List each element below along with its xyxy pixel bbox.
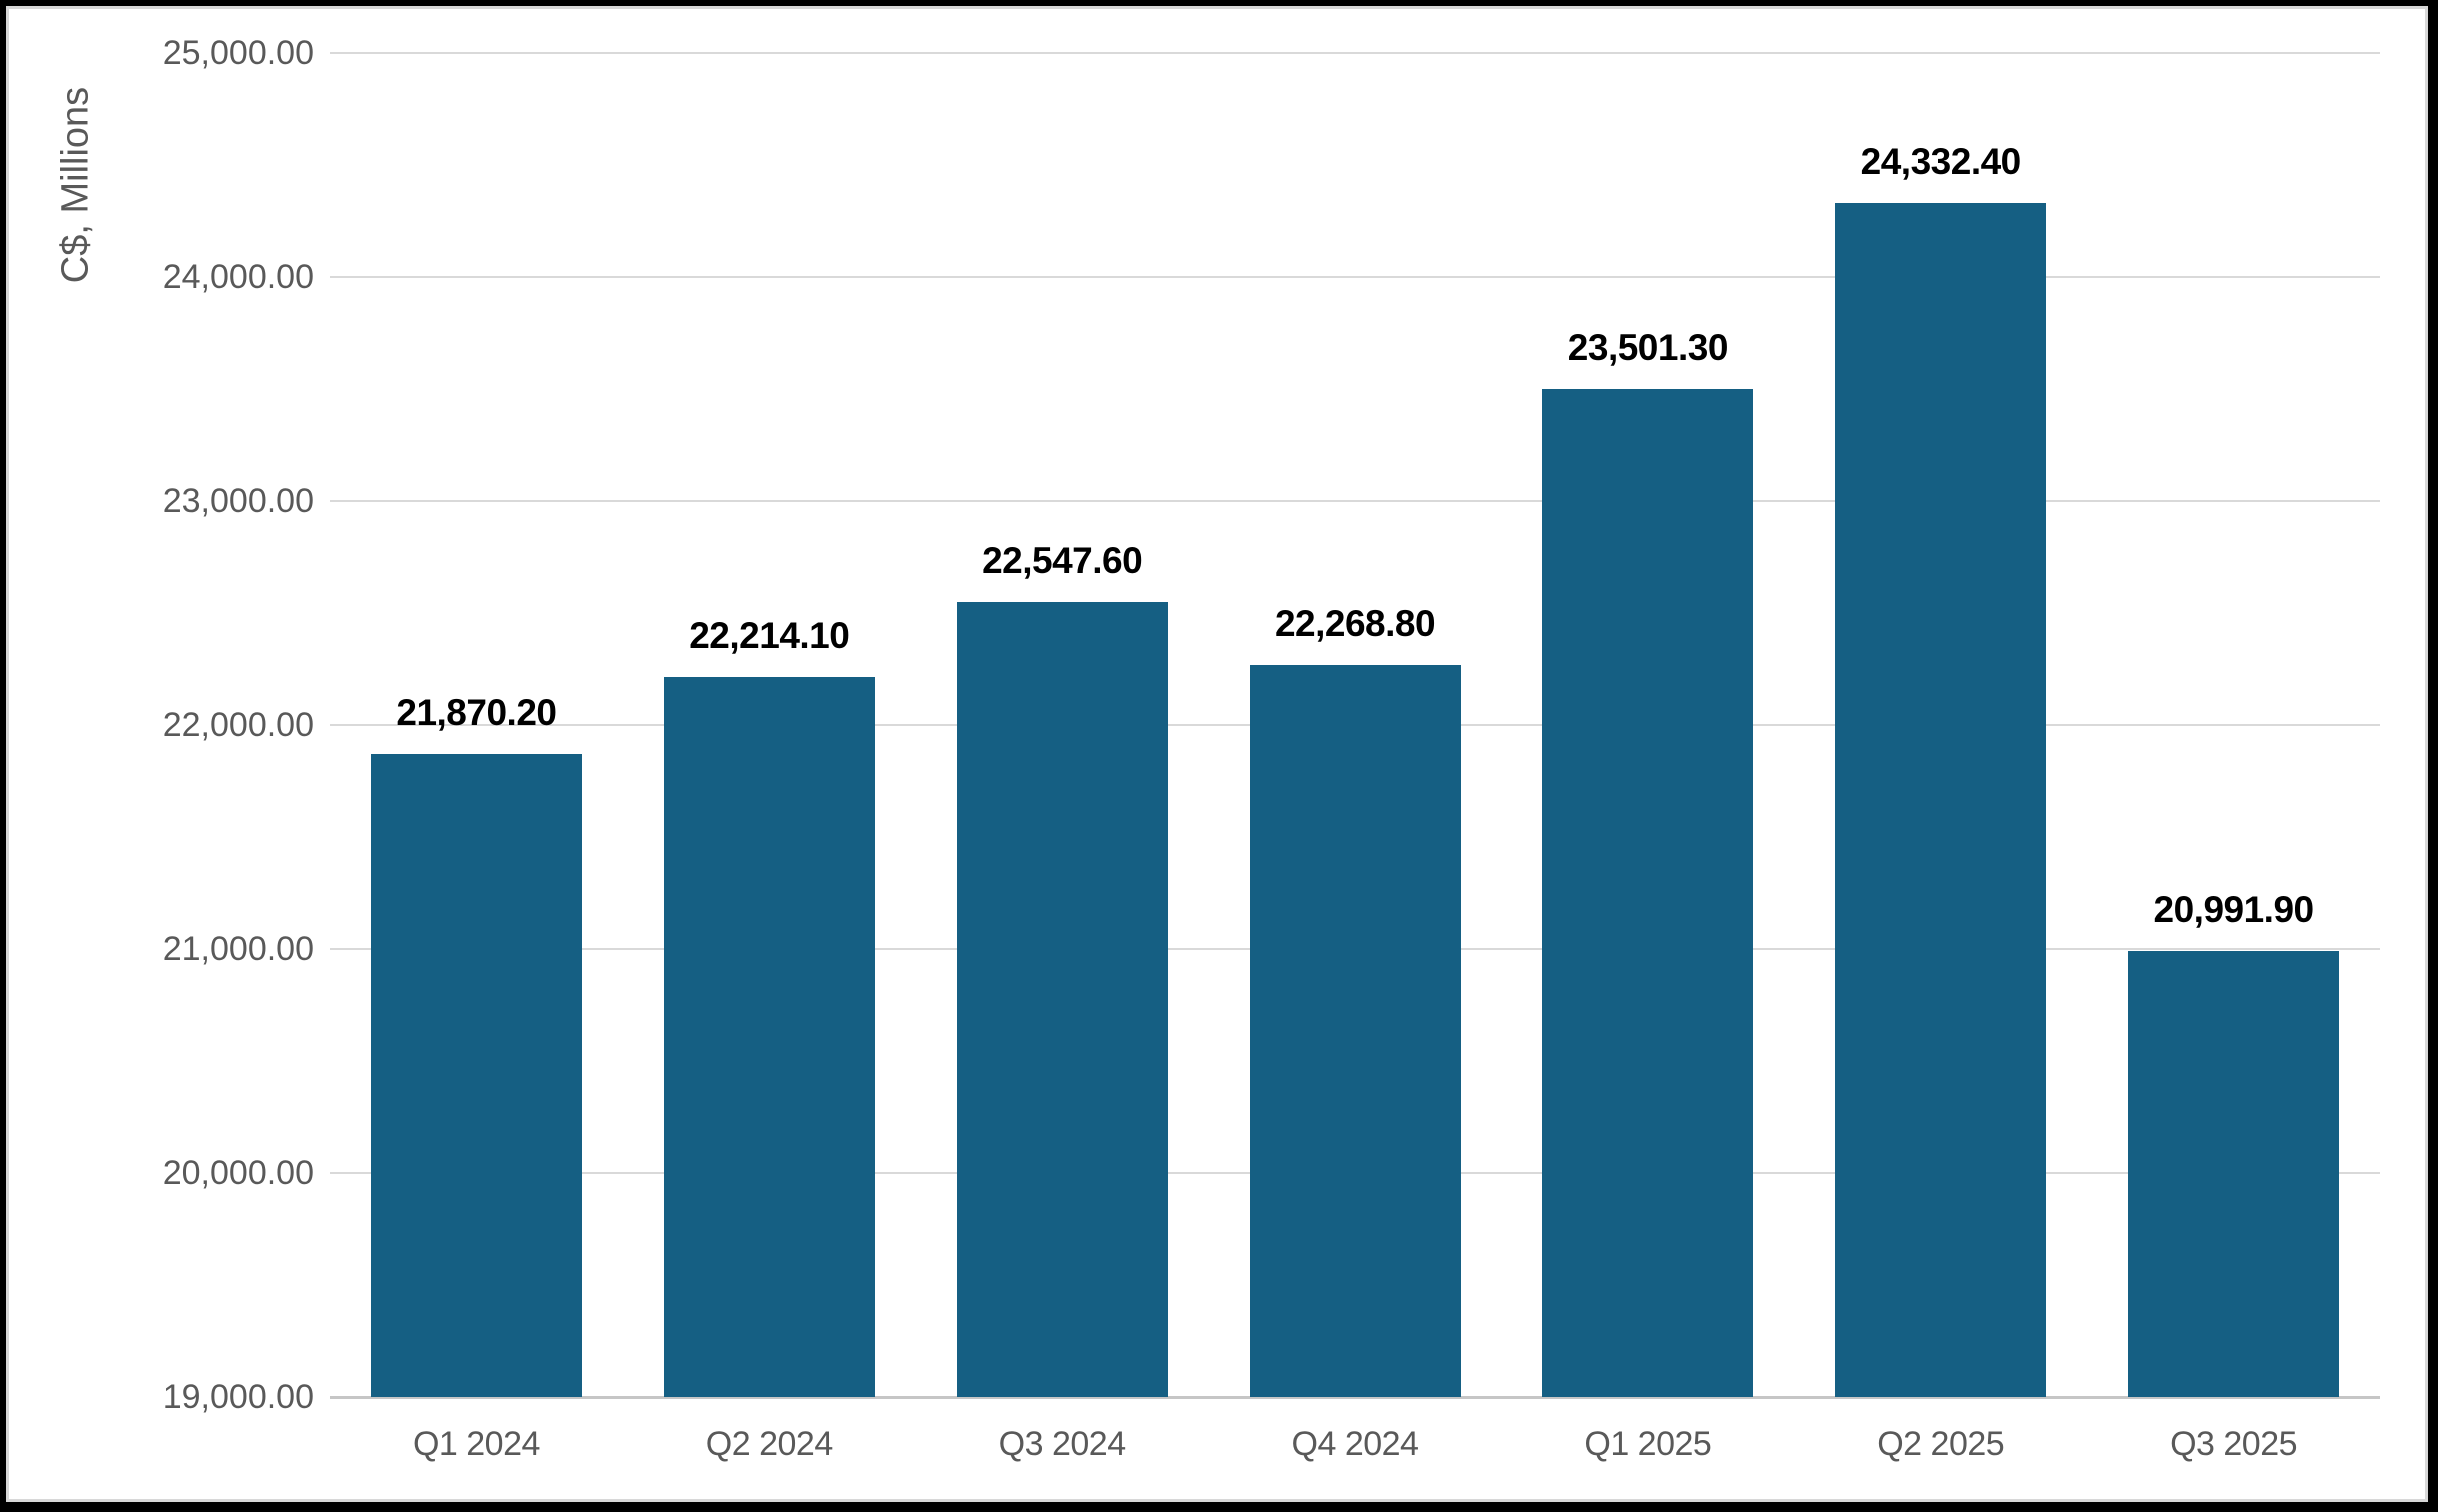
- x-tick-label: Q2 2025: [1877, 1425, 2005, 1463]
- bar-value-label: 24,332.40: [1860, 140, 2022, 182]
- y-tick-label: 21,000.00: [162, 930, 314, 968]
- x-tick-label: Q1 2024: [412, 1425, 540, 1463]
- bar: [2128, 950, 2340, 1397]
- bar: [1542, 388, 1754, 1397]
- y-tick-label: 23,000.00: [162, 482, 314, 520]
- bar-value-label: 22,547.60: [982, 540, 1143, 582]
- bar: [663, 677, 875, 1397]
- gridline: [330, 500, 2380, 502]
- gridline: [330, 276, 2380, 278]
- bar: [956, 602, 1168, 1397]
- y-tick-label: 22,000.00: [162, 706, 314, 744]
- x-tick-label: Q3 2024: [998, 1425, 1126, 1463]
- bar: [370, 754, 582, 1397]
- x-tick-label: Q4 2024: [1291, 1425, 1419, 1463]
- gridline: [330, 52, 2380, 54]
- bar-value-label: 20,991.90: [2153, 888, 2315, 930]
- bar: [1249, 664, 1461, 1397]
- y-tick-label: 24,000.00: [162, 258, 314, 296]
- x-tick-label: Q1 2025: [1584, 1425, 1712, 1463]
- y-axis-title: C$, Millions: [54, 86, 97, 284]
- x-tick-label: Q3 2025: [2170, 1425, 2298, 1463]
- bar-value-label: 21,870.20: [396, 692, 557, 734]
- y-tick-label: 25,000.00: [162, 34, 314, 72]
- bar-value-label: 22,268.80: [1274, 602, 1436, 644]
- bar-value-label: 22,214.10: [689, 615, 850, 657]
- x-tick-label: Q2 2024: [705, 1425, 833, 1463]
- bar: [1835, 202, 2047, 1397]
- y-tick-label: 19,000.00: [162, 1378, 314, 1416]
- y-tick-label: 20,000.00: [162, 1154, 314, 1192]
- x-axis-line: [330, 1396, 2380, 1399]
- bar-value-label: 23,501.30: [1567, 326, 1729, 368]
- frame-inner-edge: [6, 6, 2428, 1502]
